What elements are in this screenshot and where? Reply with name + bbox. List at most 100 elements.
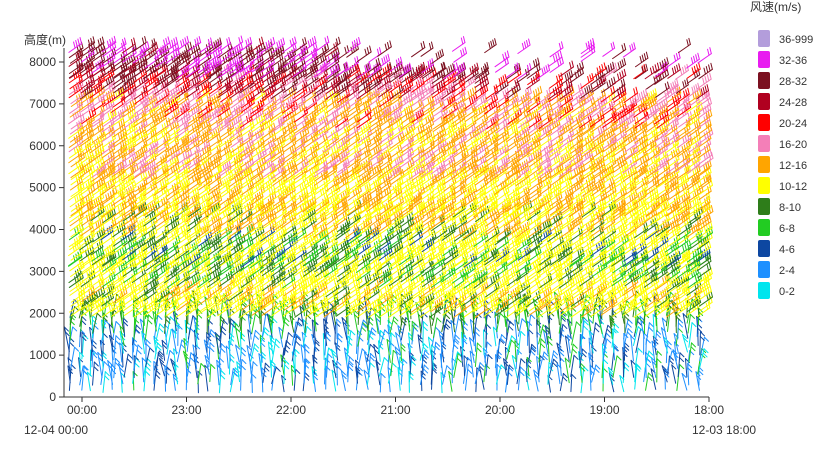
wind-barb [631, 336, 635, 361]
y-tick-label: 1000 [29, 348, 56, 362]
y-axis-title: 高度(m) [24, 32, 66, 47]
y-tick-label: 6000 [29, 139, 56, 153]
x-tick-label: 21:00 [380, 403, 410, 417]
wind-barb [614, 167, 626, 182]
legend-swatch [758, 114, 770, 131]
legend-items: 36-99932-3628-3224-2820-2416-2012-1610-1… [758, 30, 813, 299]
wind-barb [486, 355, 492, 376]
legend-label: 8-10 [779, 202, 801, 214]
wind-barb [572, 322, 581, 345]
legend: 风速(m/s) 36-99932-3628-3224-2820-2416-201… [750, 0, 813, 299]
y-tick-label: 0 [49, 390, 56, 404]
wind-barb [689, 343, 695, 362]
legend-swatch [758, 156, 770, 173]
legend-label: 36-999 [779, 34, 813, 46]
wind-barb [452, 358, 456, 382]
wind-barb [696, 372, 701, 391]
x-end-date-label: 12-03 18:00 [692, 423, 756, 437]
y-tick-label: 5000 [29, 181, 56, 195]
wind-barb [479, 366, 484, 389]
legend-label: 4-6 [779, 244, 795, 256]
wind-barb [102, 36, 116, 51]
wind-barb [518, 319, 526, 336]
wind-barb [631, 360, 635, 377]
legend-label: 28-32 [779, 76, 807, 88]
wind-barb-layer [64, 36, 713, 393]
y-tick-label: 7000 [29, 97, 56, 111]
wind-barb [678, 319, 683, 339]
wind-barb [676, 328, 682, 345]
wind-barb [341, 371, 346, 391]
wind-barb [454, 353, 462, 377]
wind-barb [269, 342, 273, 368]
wind-barb [560, 61, 574, 76]
wind-barb [581, 42, 595, 57]
wind-barb [678, 38, 690, 52]
wind-barb [357, 46, 371, 62]
wind-barb [432, 49, 444, 63]
wind-barb [87, 372, 91, 390]
wind-barb [162, 340, 166, 360]
wind-barb [465, 364, 472, 390]
x-ticks: 00:00 23:00 22:00 21:00 20:00 19:00 18:00 [67, 397, 724, 417]
legend-swatch [758, 135, 770, 152]
wind-barb [337, 361, 341, 385]
x-tick-label: 20:00 [485, 403, 515, 417]
wind-barb [581, 46, 595, 61]
wind-barb [571, 355, 578, 376]
wind-barb [160, 359, 165, 376]
wind-barb [220, 358, 224, 376]
wind-barb [103, 372, 109, 393]
wind-barb [464, 302, 477, 317]
wind-barb [92, 325, 98, 345]
x-tick-label: 18:00 [694, 403, 724, 417]
legend-label: 6-8 [779, 223, 795, 235]
wind-barb [525, 372, 530, 390]
legend-swatch [758, 30, 770, 47]
wind-barb [123, 318, 127, 337]
wind-barb [231, 369, 238, 385]
wind-barb [687, 53, 700, 68]
legend-swatch [758, 93, 770, 110]
wind-barb [154, 370, 160, 390]
wind-barb [581, 321, 589, 346]
legend-swatch [758, 51, 770, 68]
wind-barb [284, 360, 289, 383]
wind-barb [518, 39, 530, 53]
wind-barb [81, 37, 95, 53]
legend-label: 32-36 [779, 55, 807, 67]
legend-label: 12-16 [779, 160, 807, 172]
x-tick-label: 23:00 [171, 403, 201, 417]
legend-swatch [758, 72, 770, 89]
legend-label: 16-20 [779, 139, 807, 151]
wind-barb [667, 52, 680, 67]
wind-barb [252, 374, 256, 392]
wind-barb [566, 336, 570, 361]
y-tick-label: 8000 [29, 55, 56, 69]
wind-barb [548, 336, 552, 361]
wind-barb [485, 39, 497, 53]
legend-label: 2-4 [779, 265, 795, 277]
wind-barb [236, 345, 240, 362]
x-start-date-label: 12-04 00:00 [24, 423, 88, 437]
wind-barb [353, 310, 358, 335]
wind-barb [517, 359, 525, 384]
wind-barb [187, 328, 194, 352]
legend-swatch [758, 261, 770, 278]
legend-label: 10-12 [779, 181, 807, 193]
wind-barb [682, 374, 687, 391]
wind-barb [295, 349, 299, 369]
legend-swatch [758, 240, 770, 257]
wind-barb [682, 334, 687, 352]
wind-barb [235, 323, 240, 347]
wind-barb [565, 358, 569, 382]
wind-barb [240, 332, 244, 354]
wind-barb [582, 317, 587, 338]
wind-barb [603, 42, 615, 56]
wind-barb [263, 363, 269, 382]
wind-barb [635, 109, 647, 123]
wind-barb [198, 364, 205, 384]
legend-label: 24-28 [779, 97, 807, 109]
legend-swatch [758, 198, 770, 215]
